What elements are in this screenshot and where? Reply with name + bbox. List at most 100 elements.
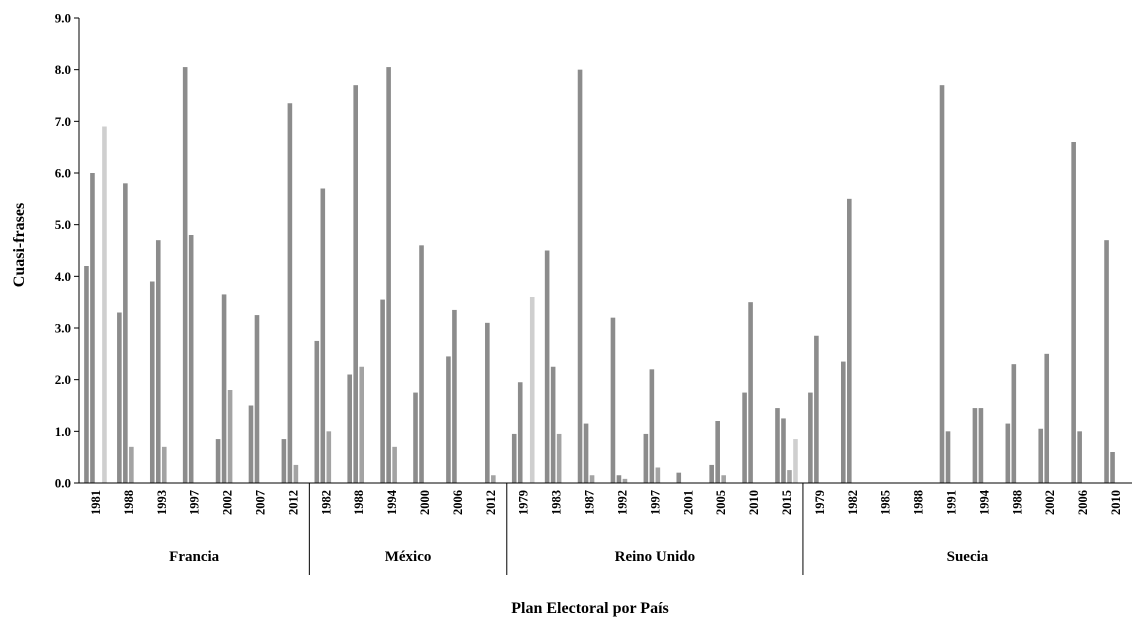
bar-Francia-1981-s4	[102, 126, 107, 483]
x-tick-label: 1997	[648, 490, 662, 515]
y-tick-label: 6.0	[55, 166, 71, 181]
y-tick-label: 7.0	[55, 114, 71, 129]
y-tick-label: 3.0	[55, 321, 71, 336]
bar-Reino Unido-1997-s2	[649, 369, 655, 483]
bar-Francia-2002-s2	[221, 294, 227, 483]
x-tick-label: 1988	[1010, 490, 1024, 515]
x-tick-label: 2015	[780, 490, 794, 515]
bar-Reino Unido-1992-s3	[622, 478, 628, 483]
x-tick-label: 1985	[879, 490, 893, 515]
x-tick-label: 1992	[615, 490, 629, 515]
x-tick-label: 2001	[681, 490, 695, 515]
bar-México-1988-s1	[347, 374, 352, 483]
x-tick-label: 2012	[286, 490, 300, 515]
bar-Suecia-1994-s2	[978, 408, 984, 483]
bar-México-1988-s3	[359, 366, 364, 483]
bar-México-1994-s1	[380, 299, 385, 483]
bar-Francia-1988-s3	[129, 446, 134, 483]
bar-México-1988-s2	[353, 85, 358, 484]
bar-Francia-2012-s1	[281, 439, 287, 483]
bar-Suecia-1979-s1	[808, 392, 813, 483]
x-tick-label: 1988	[912, 490, 926, 515]
group-label: Francia	[169, 549, 219, 565]
bar-Suecia-1979-s2	[814, 335, 819, 483]
bar-Francia-1993-s1	[149, 281, 155, 483]
bar-Suecia-1982-s1	[841, 361, 846, 483]
bar-Reino Unido-1983-s3	[556, 433, 562, 483]
bar-Reino Unido-1979-s4	[529, 297, 535, 483]
bar-México-2000-s2	[419, 245, 424, 483]
x-tick-label: 1988	[122, 490, 136, 515]
bar-Suecia-1988-s1	[1005, 423, 1011, 483]
x-tick-label: 1991	[945, 490, 959, 515]
group-label: Reino Unido	[615, 549, 695, 565]
bar-Reino Unido-1979-s2	[517, 382, 523, 483]
bar-Reino Unido-1979-s1	[511, 433, 517, 483]
bar-México-2012-s2	[485, 322, 490, 483]
bar-Francia-1981-s2	[90, 173, 95, 483]
x-tick-label: 1997	[188, 490, 202, 515]
bar-Francia-2002-s1	[215, 439, 221, 483]
y-tick-label: 4.0	[55, 269, 71, 284]
x-tick-label: 2002	[221, 490, 235, 515]
bar-Reino Unido-1997-s3	[655, 467, 661, 483]
bar-Suecia-1994-s1	[972, 408, 978, 483]
bar-Reino Unido-1987-s1	[577, 69, 583, 484]
bar-Francia-2002-s3	[227, 390, 233, 483]
bar-Reino Unido-2010-s1	[742, 392, 747, 483]
bar-series	[84, 67, 1115, 484]
bar-Suecia-2010-s2	[1110, 452, 1115, 483]
bar-Francia-1993-s3	[161, 446, 167, 483]
group-labels: Francia México Reino Unido Suecia	[169, 483, 989, 575]
x-tick-label: 2012	[484, 490, 498, 515]
bar-Francia-1997-s2	[188, 235, 194, 483]
bar-Suecia-2006-s2	[1077, 431, 1082, 483]
bar-Suecia-2010-s1	[1104, 240, 1109, 483]
bar-Reino Unido-1987-s2	[583, 423, 589, 483]
x-tick-label: 1988	[352, 490, 366, 515]
x-tick-label: 1993	[155, 490, 169, 515]
group-label: Suecia	[947, 549, 989, 565]
bar-Suecia-1982-s2	[847, 198, 852, 483]
bar-Reino Unido-2010-s2	[748, 302, 753, 483]
x-tick-label: 1983	[550, 490, 564, 515]
bar-México-1982-s2	[320, 188, 326, 483]
x-tick-label: 1979	[517, 490, 531, 515]
x-tick-label: 2000	[418, 490, 432, 515]
bar-Suecia-2002-s1	[1038, 428, 1044, 483]
y-tick-label: 0.0	[55, 476, 71, 491]
bar-Reino Unido-1997-s1	[643, 433, 649, 483]
bar-México-2006-s2	[452, 309, 457, 483]
bar-Francia-1988-s2	[123, 183, 128, 483]
bar-México-2012-s3	[491, 475, 496, 483]
bar-Reino Unido-1992-s2	[616, 475, 622, 483]
bar-Francia-2012-s3	[293, 464, 299, 483]
x-tick-label: 2010	[747, 490, 761, 515]
y-axis-ticks: 0.0 1.0 2.0 3.0 4.0 5.0 6.0 7.0 8.0 9.0	[55, 11, 79, 491]
bar-Reino Unido-1983-s2	[550, 366, 556, 483]
bar-Suecia-1991-s2	[945, 431, 951, 483]
x-tick-label: 1994	[385, 489, 399, 515]
bar-México-1982-s1	[314, 340, 320, 483]
y-tick-label: 9.0	[55, 11, 71, 26]
x-tick-label: 2006	[1076, 490, 1090, 515]
bar-Francia-1988-s1	[117, 312, 122, 483]
bar-México-1982-s3	[326, 431, 332, 483]
x-tick-label: 2010	[1109, 490, 1123, 515]
x-tick-label: 2002	[1043, 490, 1057, 515]
x-tick-label: 1981	[89, 490, 103, 515]
bar-Reino Unido-1983-s1	[544, 250, 550, 483]
x-tick-label: 2005	[714, 490, 728, 515]
bar-Francia-2012-s2	[287, 103, 293, 483]
x-tick-label: 1979	[813, 490, 827, 515]
x-tick-label: 1994	[977, 489, 991, 515]
bar-Francia-2007-s2	[254, 315, 260, 483]
bar-Francia-1981-s1	[84, 266, 89, 483]
bar-Reino Unido-2001-s1	[676, 472, 682, 483]
bar-Reino Unido-2015-s1	[775, 408, 780, 483]
bar-Reino Unido-2015-s3	[787, 470, 792, 483]
bar-Suecia-2002-s2	[1044, 353, 1050, 483]
bar-Reino Unido-1992-s1	[610, 317, 616, 483]
x-axis-title: Plan Electoral por País	[511, 600, 668, 617]
